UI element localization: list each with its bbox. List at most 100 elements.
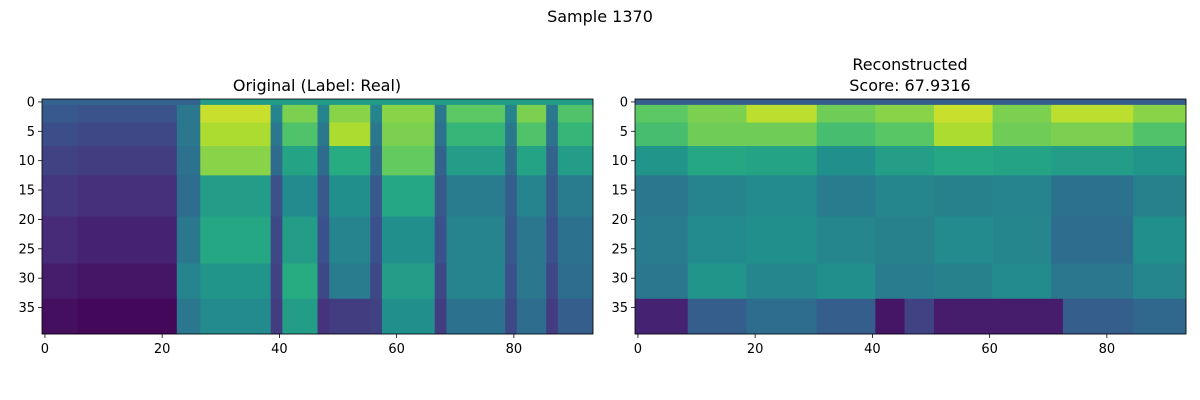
heatmap-cell-block	[282, 122, 318, 147]
heatmap-cell-block	[434, 298, 447, 335]
x-tick-label: 0	[41, 342, 49, 357]
heatmap-cell-block	[557, 298, 594, 335]
heatmap-cell-block	[1133, 104, 1187, 123]
heatmap-cell-block	[687, 298, 747, 335]
y-tick-label: 20	[18, 213, 35, 228]
y-tick-label: 30	[18, 272, 35, 287]
heatmap-cell-block	[329, 263, 371, 300]
heatmap-cell-block	[381, 216, 436, 264]
heatmap-cell-block	[270, 104, 283, 123]
heatmap-cell-block	[77, 263, 178, 300]
heatmap-cell-block	[329, 298, 371, 335]
heatmap-cell-block	[875, 263, 935, 300]
heatmap-cell-block	[176, 104, 201, 123]
heatmap-cell-block	[687, 216, 747, 264]
heatmap-cell-block	[317, 122, 330, 147]
heatmap-cell-block	[176, 175, 201, 217]
heatmap-cell-block	[1051, 263, 1134, 300]
heatmap-cell-block	[270, 175, 283, 217]
heatmap-cell-block	[875, 175, 935, 217]
heatmap-cell-block	[992, 263, 1052, 300]
heatmap-cell-block	[42, 216, 78, 264]
heatmap-cell-block	[1051, 122, 1134, 147]
heatmap-cell-block	[516, 263, 547, 300]
heatmap-cell-block	[270, 216, 283, 264]
heatmap-cell-block	[1051, 146, 1134, 176]
heatmap-cell-block	[1133, 122, 1187, 147]
x-tick-label: 40	[864, 342, 881, 357]
y-tick-label: 15	[18, 184, 35, 199]
heatmap-cell-block	[200, 298, 271, 335]
heatmap-cell-block	[270, 298, 283, 335]
heatmap-cell-block	[329, 122, 371, 147]
x-tick-label: 80	[1099, 342, 1116, 357]
heatmap-cell-block	[546, 122, 559, 147]
heatmap-cell-block	[992, 175, 1052, 217]
heatmap-cell-block	[42, 263, 78, 300]
heatmap-cell-block	[992, 104, 1052, 123]
plot-frame-original	[41, 98, 594, 335]
heatmap-cell-block	[446, 298, 506, 335]
heatmap-cell-block	[992, 122, 1052, 147]
heatmap-cell-block	[516, 216, 547, 264]
heatmap-cell-block	[42, 298, 78, 335]
heatmap-cell-block	[77, 216, 178, 264]
heatmap-cell-block	[42, 122, 78, 147]
y-tick-label: 35	[18, 301, 35, 316]
panel-title-reconstructed-line1: Reconstructed	[852, 55, 967, 74]
heatmap-cell-block	[1051, 104, 1134, 123]
heatmap-cell-block	[370, 146, 383, 176]
plot-frame-reconstructed	[634, 98, 1187, 335]
heatmap-cell-block	[816, 122, 876, 147]
x-tick-label: 20	[154, 342, 171, 357]
heatmap-cell-block	[557, 263, 594, 300]
heatmap-cell-block	[746, 175, 818, 217]
heatmap-cell-block	[816, 216, 876, 264]
heatmap-cell-block	[746, 216, 818, 264]
heatmap-cell-block	[317, 298, 330, 335]
heatmap-cell-block	[635, 99, 1187, 106]
heatmap-cell-block	[505, 146, 518, 176]
panel-title-original: Original (Label: Real)	[233, 76, 401, 95]
y-tick-label: 20	[611, 213, 628, 228]
heatmap-cell-block	[933, 298, 1064, 335]
heatmap-cell-block	[816, 175, 876, 217]
x-tick-label: 60	[388, 342, 405, 357]
heatmap-cell-block	[282, 175, 318, 217]
heatmap-cell-block	[1051, 216, 1134, 264]
y-tick-label: 5	[27, 125, 35, 140]
heatmap-cell-block	[875, 216, 935, 264]
heatmap-cell-block	[370, 175, 383, 217]
heatmap-cell-block	[200, 122, 271, 147]
heatmap-cell-block	[635, 146, 689, 176]
y-tick-label: 15	[611, 184, 628, 199]
heatmap-cell-block	[816, 104, 876, 123]
heatmap-cell-block	[816, 298, 876, 335]
heatmap-cell-block	[329, 104, 371, 123]
heatmap-cell-block	[816, 146, 876, 176]
heatmap-cell-block	[546, 104, 559, 123]
heatmap-cell-block	[687, 122, 747, 147]
panel-title-reconstructed-line2: Score: 67.9316	[849, 76, 970, 95]
heatmap-cell-block	[270, 122, 283, 147]
heatmap-cell-block	[42, 175, 78, 217]
heatmap-cell-block	[1133, 298, 1187, 335]
heatmap-cell-block	[505, 298, 518, 335]
heatmap-cell-block	[282, 298, 318, 335]
heatmap-cell-block	[687, 263, 747, 300]
x-tick-label: 40	[271, 342, 288, 357]
y-tick-label: 30	[611, 272, 628, 287]
heatmap-cell-block	[687, 104, 747, 123]
heatmap-cell-block	[434, 146, 447, 176]
heatmap-cell-block	[546, 146, 559, 176]
heatmap-cell-block	[176, 263, 201, 300]
heatmap-cell-block	[505, 104, 518, 123]
heatmap-cell-block	[77, 122, 178, 147]
y-tick-label: 35	[611, 301, 628, 316]
heatmap-cell-block	[370, 122, 383, 147]
heatmap-cell-block	[329, 216, 371, 264]
heatmap-cell-block	[557, 122, 594, 147]
heatmap-cell-block	[434, 104, 447, 123]
heatmap-cell-block	[1133, 175, 1187, 217]
